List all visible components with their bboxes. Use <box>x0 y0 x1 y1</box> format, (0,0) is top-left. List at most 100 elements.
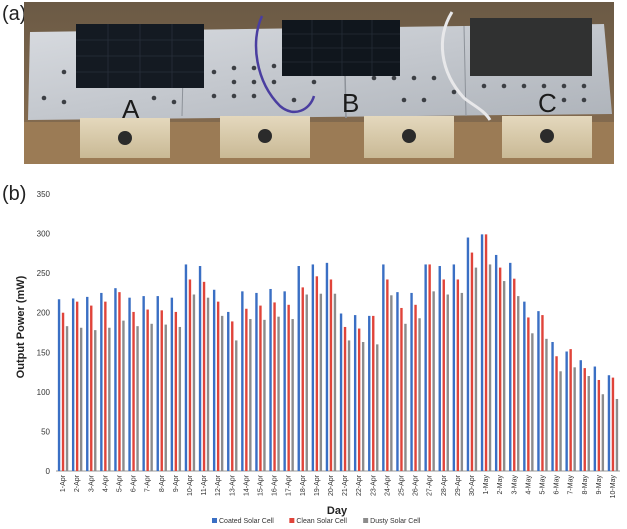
y-tick-label: 0 <box>46 467 51 476</box>
bar-dusty-solar-cell <box>446 294 449 471</box>
y-axis-label: Output Power (mW) <box>15 275 27 378</box>
bar-dusty-solar-cell <box>517 296 520 471</box>
panel-label-b: (b) <box>2 183 27 205</box>
cable-purple <box>254 15 316 114</box>
bar-coated-solar-cell <box>297 266 300 471</box>
bar-clean-solar-cell <box>541 315 544 471</box>
legend-entry: Coated Solar Cell <box>219 518 274 525</box>
bar-dusty-solar-cell <box>488 264 492 471</box>
x-tick-label: 17-Apr <box>286 474 293 496</box>
bar-dusty-solar-cell <box>277 316 280 471</box>
bar-clean-solar-cell <box>245 308 248 471</box>
bar-coated-solar-cell <box>100 292 103 471</box>
x-tick-label: 10-May <box>610 475 617 499</box>
bar-coated-solar-cell <box>227 311 230 471</box>
bar-coated-solar-cell <box>551 341 554 471</box>
bar-clean-solar-cell <box>61 312 65 471</box>
bar-dusty-solar-cell <box>418 318 421 471</box>
bar-dusty-solar-cell <box>601 394 605 471</box>
bar-coated-solar-cell <box>368 315 371 471</box>
x-tick-label: 24-Apr <box>384 474 391 496</box>
bar-clean-solar-cell <box>329 279 333 471</box>
bar-dusty-solar-cell <box>559 371 562 471</box>
x-tick-label: 28-Apr <box>441 474 448 496</box>
y-tick-label: 250 <box>37 269 51 278</box>
x-tick-label: 21-Apr <box>342 474 349 496</box>
bar-coated-solar-cell <box>565 351 568 471</box>
bar-clean-solar-cell <box>216 301 220 471</box>
bar-dusty-solar-cell <box>94 330 97 471</box>
x-tick-label: 10-Apr <box>187 474 194 496</box>
bar-coated-solar-cell <box>466 237 470 471</box>
x-tick-label: 7-May <box>568 475 575 495</box>
bar-coated-solar-cell <box>142 296 145 471</box>
marker-c: C <box>538 88 557 118</box>
bar-coated-solar-cell <box>241 291 244 471</box>
bar-coated-solar-cell <box>593 366 597 471</box>
bar-dusty-solar-cell <box>136 326 139 471</box>
solar-panel-photo: A B C <box>24 2 614 164</box>
bar-clean-solar-cell <box>231 321 234 471</box>
bar-clean-solar-cell <box>611 377 615 471</box>
bar-coated-solar-cell <box>480 234 484 471</box>
legend-swatch <box>363 518 369 523</box>
bar-coated-solar-cell <box>579 360 582 471</box>
y-tick-label: 200 <box>37 309 51 318</box>
bar-coated-solar-cell <box>353 315 357 471</box>
bar-dusty-solar-cell <box>361 341 365 471</box>
bar-clean-solar-cell <box>386 279 389 471</box>
bar-clean-solar-cell <box>202 281 206 471</box>
x-tick-label: 12-Apr <box>215 474 222 496</box>
bar-coated-solar-cell <box>156 296 159 471</box>
bar-dusty-solar-cell <box>404 323 407 471</box>
bar-clean-solar-cell <box>583 368 586 471</box>
bar-clean-solar-cell <box>160 310 163 471</box>
y-tick-label: 300 <box>37 230 51 239</box>
bar-dusty-solar-cell <box>249 319 252 471</box>
bar-clean-solar-cell <box>146 309 149 471</box>
bar-dusty-solar-cell <box>220 315 224 471</box>
bar-dusty-solar-cell <box>65 326 69 471</box>
bar-coated-solar-cell <box>184 264 188 471</box>
solar-panel-photo-drawing: A B C <box>24 2 614 164</box>
x-tick-label: 20-Apr <box>328 474 335 496</box>
chart-bars <box>57 234 619 471</box>
bar-coated-solar-cell <box>509 262 512 471</box>
bar-coated-solar-cell <box>283 291 286 471</box>
x-tick-label: 1-Apr <box>60 474 67 492</box>
bar-coated-solar-cell <box>452 264 456 471</box>
x-tick-label: 5-May <box>539 475 546 495</box>
bar-dusty-solar-cell <box>319 293 323 471</box>
bar-clean-solar-cell <box>90 305 93 471</box>
bar-dusty-solar-cell <box>164 324 167 471</box>
x-tick-label: 9-Apr <box>173 474 180 492</box>
x-tick-label: 19-Apr <box>314 474 321 496</box>
cable-white <box>440 11 492 121</box>
solar-cell-b <box>282 20 400 76</box>
bar-coated-solar-cell <box>523 301 526 471</box>
bar-clean-solar-cell <box>273 302 276 471</box>
bar-clean-solar-cell <box>259 305 262 471</box>
solar-cell-c <box>470 18 592 76</box>
bar-coated-solar-cell <box>396 292 399 471</box>
bar-dusty-solar-cell <box>235 340 238 471</box>
bar-coated-solar-cell <box>537 311 540 471</box>
bar-clean-solar-cell <box>372 315 375 471</box>
bar-clean-solar-cell <box>456 279 460 471</box>
bar-clean-solar-cell <box>470 252 474 471</box>
x-tick-label: 2-Apr <box>74 474 81 492</box>
bar-coated-solar-cell <box>494 254 498 471</box>
chart-axes: 0 50 100 150 200 250 300 350 <box>37 190 620 476</box>
bar-clean-solar-cell <box>442 279 445 471</box>
bar-coated-solar-cell <box>424 264 427 471</box>
bar-clean-solar-cell <box>569 349 572 471</box>
bar-coated-solar-cell <box>382 264 385 471</box>
marker-a: A <box>122 94 140 124</box>
bar-coated-solar-cell <box>607 375 611 471</box>
x-tick-label: 4-May <box>525 475 532 495</box>
x-tick-label: 5-Apr <box>116 474 123 492</box>
plate-holes <box>41 63 587 105</box>
bar-clean-solar-cell <box>104 301 107 471</box>
bar-clean-solar-cell <box>118 292 121 471</box>
support-boxes <box>80 116 592 158</box>
